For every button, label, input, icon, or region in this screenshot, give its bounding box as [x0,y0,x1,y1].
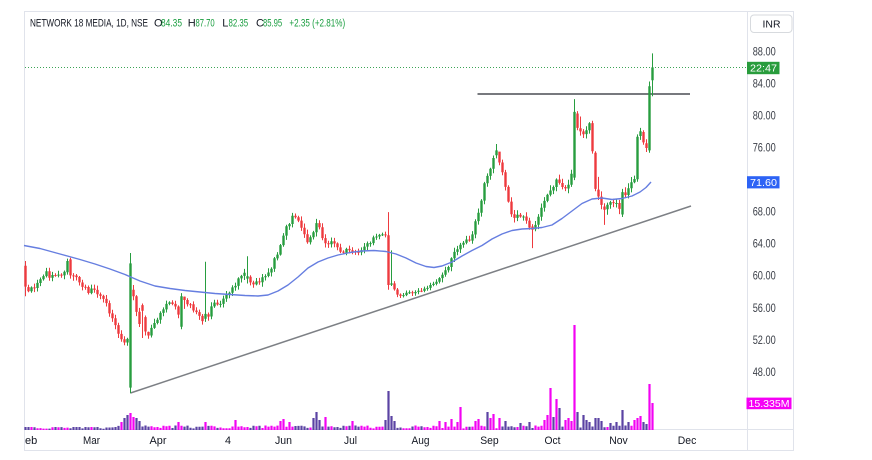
svg-text:80.00: 80.00 [753,108,776,122]
svg-text:C: C [256,18,264,30]
svg-text:84.00: 84.00 [753,76,776,90]
svg-text:88.00: 88.00 [753,44,776,58]
svg-text:Sep: Sep [480,435,499,447]
svg-text:Oct: Oct [545,435,561,447]
svg-text:Aug: Aug [412,435,430,447]
svg-text:Dec: Dec [678,435,697,447]
svg-text:76.00: 76.00 [753,141,776,155]
svg-text:NETWORK 18 MEDIA, 1D, NSE: NETWORK 18 MEDIA, 1D, NSE [30,18,148,30]
svg-text:Nov: Nov [609,435,628,447]
svg-text:52.00: 52.00 [753,333,776,347]
svg-text:L: L [222,18,228,30]
svg-text:60.00: 60.00 [753,269,776,283]
svg-text:82.35: 82.35 [229,18,249,30]
svg-text:Mar: Mar [83,435,100,447]
svg-text:Apr: Apr [150,435,167,447]
svg-text:O: O [154,18,163,30]
svg-text:H: H [188,18,196,30]
svg-text:68.00: 68.00 [753,205,776,219]
svg-text:4: 4 [225,435,231,447]
svg-text:+2.35 (+2.81%): +2.35 (+2.81%) [289,18,345,30]
svg-text:22:47: 22:47 [750,63,777,75]
svg-text:84.35: 84.35 [161,18,182,30]
svg-text:48.00: 48.00 [753,365,776,379]
svg-text:INR: INR [763,20,781,31]
svg-text:85.95: 85.95 [263,18,282,30]
svg-text:87.70: 87.70 [196,18,215,30]
svg-text:56.00: 56.00 [753,301,776,315]
svg-text:71.60: 71.60 [750,177,777,189]
svg-text:eb: eb [25,435,37,447]
svg-text:15.335M: 15.335M [749,398,790,410]
svg-text:64.00: 64.00 [753,237,776,251]
svg-text:Jun: Jun [275,435,292,447]
svg-text:Jul: Jul [344,435,357,447]
